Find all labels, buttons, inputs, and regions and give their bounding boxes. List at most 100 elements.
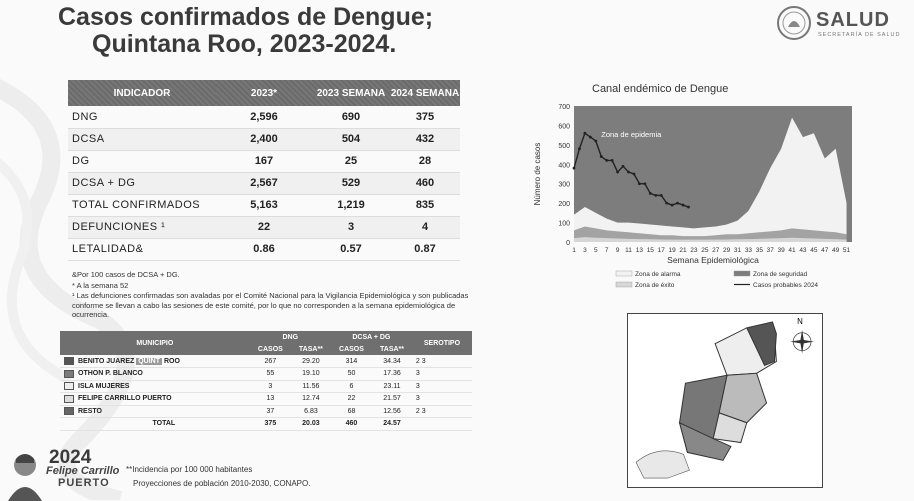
color-swatch	[60, 380, 74, 393]
header-tasa: TASA**	[291, 343, 331, 355]
row-value: 0.87	[390, 238, 460, 261]
x-tick-label: 5	[594, 247, 598, 254]
row-value: 432	[390, 128, 460, 151]
total-dng-casos: 375	[249, 417, 292, 431]
indicator-table: INDICADOR 2023* 2023 SEMANA 2024 SEMANA …	[68, 80, 460, 261]
row-value: 25	[312, 150, 390, 173]
total-row: TOTAL 375 20.03 460 24.57	[60, 417, 472, 431]
casos-2024-point	[648, 192, 652, 195]
casos-2024-point	[572, 166, 576, 170]
y-tick-label: 700	[558, 104, 570, 111]
chart-title: Canal endémico de Dengue	[592, 83, 729, 95]
x-tick-label: 9	[616, 247, 620, 254]
map-region-south	[678, 421, 732, 461]
dcsa-tasa: 34.34	[372, 355, 412, 368]
row-value: 4	[390, 216, 460, 239]
casos-2024-point	[616, 170, 620, 174]
x-tick-label: 37	[767, 247, 775, 254]
y-tick-label: 500	[558, 143, 570, 150]
legend-swatch	[615, 270, 633, 277]
header-indicador: INDICADOR	[68, 80, 216, 106]
casos-2024-point	[670, 203, 674, 207]
row-value: 529	[312, 172, 390, 195]
row-value: 375	[390, 106, 460, 129]
color-swatch	[60, 405, 74, 418]
zona-seguridad-area	[574, 226, 847, 242]
legend-label: Zona de éxito	[635, 282, 675, 289]
x-tick-label: 7	[605, 247, 609, 254]
x-tick-label: 25	[701, 247, 709, 254]
table-row: ISLA MUJERES 3 11.56 6 23.11 3	[60, 380, 472, 393]
serotipo: 3	[411, 380, 472, 393]
table-row: LETALIDAD& 0.86 0.57 0.87	[68, 238, 460, 261]
row-value: 2,596	[216, 106, 312, 129]
row-label: DCSA + DG	[68, 172, 216, 195]
table-row: DCSA + DG 2,567 529 460	[68, 172, 460, 195]
casos-2024-line	[573, 132, 689, 208]
casos-2024-point	[638, 182, 641, 186]
seal-icon	[777, 6, 811, 40]
x-tick-label: 19	[669, 247, 677, 254]
note-semana: * A la semana 52	[72, 280, 129, 290]
casos-2024-point	[676, 201, 679, 205]
legend-label: Zona de alarma	[635, 271, 681, 278]
x-tick-label: 39	[778, 247, 786, 254]
map-inset-mexico	[635, 450, 690, 479]
x-tick-label: 51	[843, 247, 851, 254]
row-value: 504	[312, 128, 390, 151]
x-tick-label: 3	[583, 247, 587, 254]
table-row: FELIPE CARRILLO PUERTO 13 12.74 22 21.57 3	[60, 392, 472, 406]
row-value: 22	[216, 216, 312, 239]
x-tick-label: 15	[647, 247, 655, 254]
y-tick-label: 400	[558, 162, 570, 169]
table-row: RESTO 37 6.83 68 12.56 2 3	[60, 405, 472, 418]
compass-north-label: N	[797, 317, 803, 326]
title-line-1: Casos confirmados de Dengue;	[58, 3, 434, 31]
legend-label: Zona de seguridad	[753, 271, 808, 278]
header-2023-semana: 2023 SEMANA	[312, 80, 390, 106]
page-title: Casos confirmados de Dengue; Quintana Ro…	[58, 4, 433, 58]
casos-2024-point	[599, 155, 603, 158]
color-swatch	[60, 392, 74, 406]
municipio-name: OTHON P. BLANCO	[74, 367, 250, 381]
dng-casos: 267	[249, 355, 292, 368]
x-tick-label: 41	[788, 247, 796, 254]
dng-casos: 13	[249, 392, 292, 406]
header-tasa: TASA**	[372, 343, 412, 355]
row-value: 5,163	[216, 194, 312, 217]
header-municipio: MUNICIPIO	[60, 331, 250, 355]
dng-tasa: 12.74	[291, 392, 331, 406]
casos-2024-point	[627, 170, 630, 174]
dcsa-casos: 50	[330, 367, 373, 381]
casos-2024-point	[665, 201, 669, 205]
x-tick-label: 43	[799, 247, 807, 254]
header-2023: 2023*	[216, 80, 312, 106]
casos-2024-point	[632, 172, 636, 176]
y-tick-label: 300	[558, 182, 570, 189]
table-row: DNG 2,596 690 375	[68, 106, 460, 129]
y-tick-label: 200	[558, 201, 570, 208]
municipio-name: FELIPE CARRILLO PUERTO	[74, 392, 250, 406]
badge-name-1: Felipe Carrillo	[46, 465, 120, 477]
row-label: DCSA	[68, 128, 216, 151]
x-tick-label: 49	[832, 247, 840, 254]
casos-2024-point	[654, 193, 658, 197]
zona-alarma-area	[574, 117, 847, 242]
row-label: DG	[68, 150, 216, 173]
title-line-2: Quintana Roo, 2023-2024.	[92, 30, 397, 58]
row-value: 690	[312, 106, 390, 129]
serotipo: 2 3	[411, 405, 472, 418]
casos-2024-point	[605, 159, 609, 162]
x-tick-label: 17	[658, 247, 666, 254]
dng-tasa: 19.10	[291, 367, 331, 381]
x-tick-label: 11	[625, 247, 632, 254]
row-value: 3	[312, 216, 390, 239]
row-value: 460	[390, 172, 460, 195]
header-dcsa-dg: DCSA + DG	[330, 331, 412, 343]
x-tick-label: 33	[745, 247, 753, 254]
dcsa-tasa: 12.56	[372, 405, 412, 418]
casos-2024-point	[681, 203, 685, 207]
casos-2024-point	[578, 147, 581, 151]
header-casos: CASOS	[330, 343, 373, 355]
logo-subtext: SECRETARÍA DE SALUD	[818, 32, 901, 38]
